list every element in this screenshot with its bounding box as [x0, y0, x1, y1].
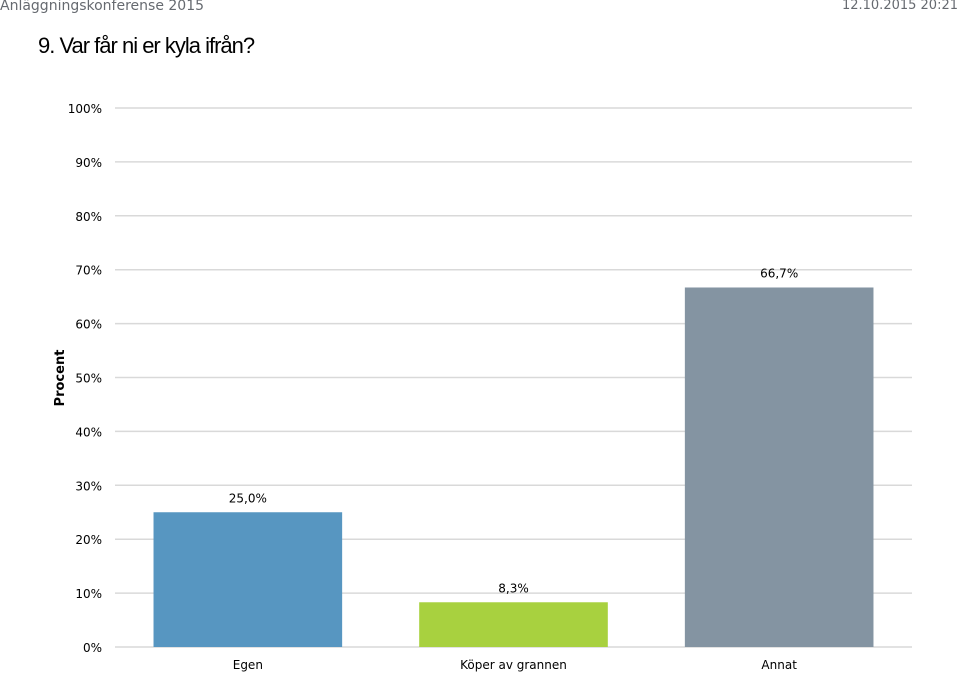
bars [153, 287, 874, 647]
x-tick-label: Annat [761, 658, 797, 672]
y-tick-label: 50% [75, 372, 102, 386]
question-title: 9. Var får ni er kyla ifrån? [38, 33, 255, 58]
y-axis-ticks: 0% 10% 20% 30% 40% 50% 60% 70% 80% 90% 100% [68, 102, 102, 655]
data-labels: 25,0% 8,3% 66,7% [229, 266, 798, 595]
y-tick-label: 80% [75, 210, 102, 224]
y-tick-label: 30% [75, 479, 102, 493]
x-tick-label: Egen [233, 658, 263, 672]
y-tick-label: 40% [75, 425, 102, 439]
y-tick-label: 20% [75, 533, 102, 547]
bar-value-label: 25,0% [229, 491, 267, 505]
y-axis-label: Procent [53, 350, 68, 407]
y-tick-label: 60% [75, 318, 102, 332]
y-tick-label: 90% [75, 156, 102, 170]
y-tick-label: 70% [75, 264, 102, 278]
y-tick-label: 100% [68, 102, 102, 116]
bar [419, 602, 608, 647]
bar [684, 287, 874, 647]
bar-value-label: 66,7% [760, 266, 798, 280]
conference-name: Anläggningskonferense 2015 [0, 0, 205, 14]
bar [153, 512, 343, 647]
x-axis-ticks: Egen Köper av grannen Annat [233, 658, 797, 672]
report-timestamp: 12.10.2015 20:21 [841, 0, 958, 13]
bar-value-label: 8,3% [498, 581, 529, 595]
x-tick-label: Köper av grannen [460, 658, 567, 672]
y-tick-label: 0% [83, 641, 102, 655]
y-tick-label: 10% [75, 587, 102, 601]
